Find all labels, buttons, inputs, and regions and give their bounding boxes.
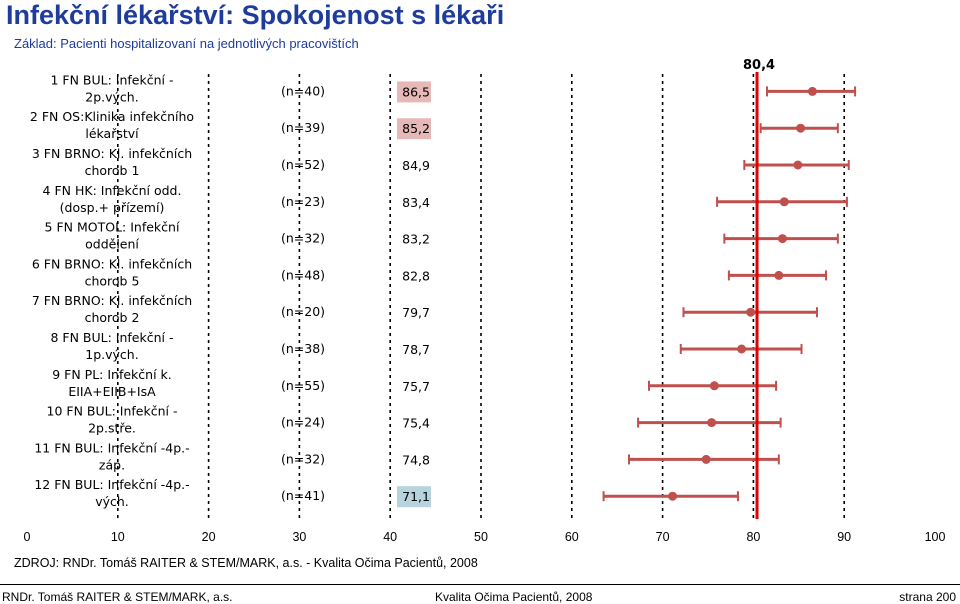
value-label: 83,4: [402, 195, 430, 210]
footer-publication: Kvalita Očima Pacientů, 2008: [435, 590, 592, 604]
value-label: 75,4: [402, 416, 430, 431]
data-point: [793, 161, 802, 170]
sample-size-label: (n=32): [281, 231, 325, 246]
data-point: [737, 345, 746, 354]
category-label: 4 FN HK: Infekční odd.: [43, 183, 182, 198]
category-label: 3 FN BRNO: Kl. infekčních: [32, 146, 192, 161]
category-label: 1p.vých.: [85, 347, 138, 362]
category-label: 8 FN BUL: Infekční -: [50, 330, 173, 345]
error-bar-chart: 0 10 20 30 40 50 60 70 80 90 100 1 FN BUL: Infekční…: [0, 0, 960, 560]
sample-size-label: (n=40): [281, 83, 325, 98]
data-point: [746, 308, 755, 317]
category-label: 2 FN OS:Klinika infekčního: [30, 109, 194, 124]
category-label: 11 FN BUL: Infekční -4p.-: [34, 440, 189, 455]
category-label: lékařství: [85, 126, 139, 141]
data-point: [668, 492, 677, 501]
category-label: 9 FN PL: Infekční k.: [52, 367, 172, 382]
sample-size-label: (n=55): [281, 378, 325, 393]
x-tick-label: 0: [24, 530, 31, 544]
sample-size-label: (n=52): [281, 157, 325, 172]
x-tick-label: 20: [202, 530, 216, 544]
category-label: 2p.vých.: [85, 89, 138, 104]
page-footer: RNDr. Tomáš RAITER & STEM/MARK, a.s. Kva…: [0, 584, 960, 604]
category-label: EIIA+EIIB+IsA: [68, 384, 156, 399]
data-point: [796, 124, 805, 133]
x-tick-label: 80: [746, 530, 760, 544]
data-point: [808, 87, 817, 96]
value-label: 71,1: [402, 489, 430, 504]
category-label: záp.: [99, 457, 125, 472]
sample-size-label: (n=48): [281, 267, 325, 282]
value-label: 84,9: [402, 158, 430, 173]
x-tick-label: 90: [837, 530, 851, 544]
sample-size-label: (n=41): [281, 488, 325, 503]
x-tick-label: 100: [925, 530, 946, 544]
x-tick-label: 50: [474, 530, 488, 544]
sample-size-label: (n=20): [281, 304, 325, 319]
value-label: 75,7: [402, 379, 430, 394]
sample-size-label: (n=32): [281, 451, 325, 466]
value-label: 78,7: [402, 342, 430, 357]
value-label: 79,7: [402, 305, 430, 320]
category-label: chorob 5: [85, 273, 140, 288]
data-point: [778, 234, 787, 243]
category-label: 1 FN BUL: Infekční -: [50, 72, 173, 87]
x-tick-label: 70: [656, 530, 670, 544]
value-label: 85,2: [402, 121, 430, 136]
value-label: 86,5: [402, 84, 430, 99]
x-tick-label: 10: [111, 530, 125, 544]
value-label: 82,8: [402, 268, 430, 283]
value-label: 74,8: [402, 452, 430, 467]
source-note: ZDROJ: RNDr. Tomáš RAITER & STEM/MARK, a…: [14, 556, 478, 570]
reference-label: 80,4: [743, 58, 775, 73]
data-point: [707, 418, 716, 427]
sample-size-label: (n=39): [281, 120, 325, 135]
category-label: chorob 1: [85, 163, 140, 178]
category-label: 12 FN BUL: Infekční -4p.-: [34, 477, 189, 492]
sample-size-label: (n=24): [281, 415, 325, 430]
x-tick-label: 30: [292, 530, 306, 544]
x-tick-label: 40: [383, 530, 397, 544]
footer-author: RNDr. Tomáš RAITER & STEM/MARK, a.s.: [2, 590, 232, 604]
category-label: 5 FN MOTOL: Infekční: [45, 220, 180, 235]
category-label: 2p.stře.: [88, 421, 136, 436]
value-label: 83,2: [402, 232, 430, 247]
data-point: [774, 271, 783, 280]
data-point: [710, 381, 719, 390]
category-label: 10 FN BUL: Infekční -: [47, 404, 178, 419]
category-label: oddělení: [85, 237, 139, 252]
data-point: [780, 197, 789, 206]
category-label: 6 FN BRNO: Kl. infekčních: [32, 256, 192, 271]
sample-size-label: (n=23): [281, 194, 325, 209]
data-point: [702, 455, 711, 464]
x-tick-label: 60: [565, 530, 579, 544]
category-label: 7 FN BRNO: Kl. infekčních: [32, 293, 192, 308]
category-label: chorob 2: [85, 310, 140, 325]
category-label: (dosp.+ přízemí): [60, 200, 165, 215]
category-label: vých.: [95, 494, 129, 509]
sample-size-label: (n=38): [281, 341, 325, 356]
footer-page-number: strana 200: [899, 590, 956, 604]
